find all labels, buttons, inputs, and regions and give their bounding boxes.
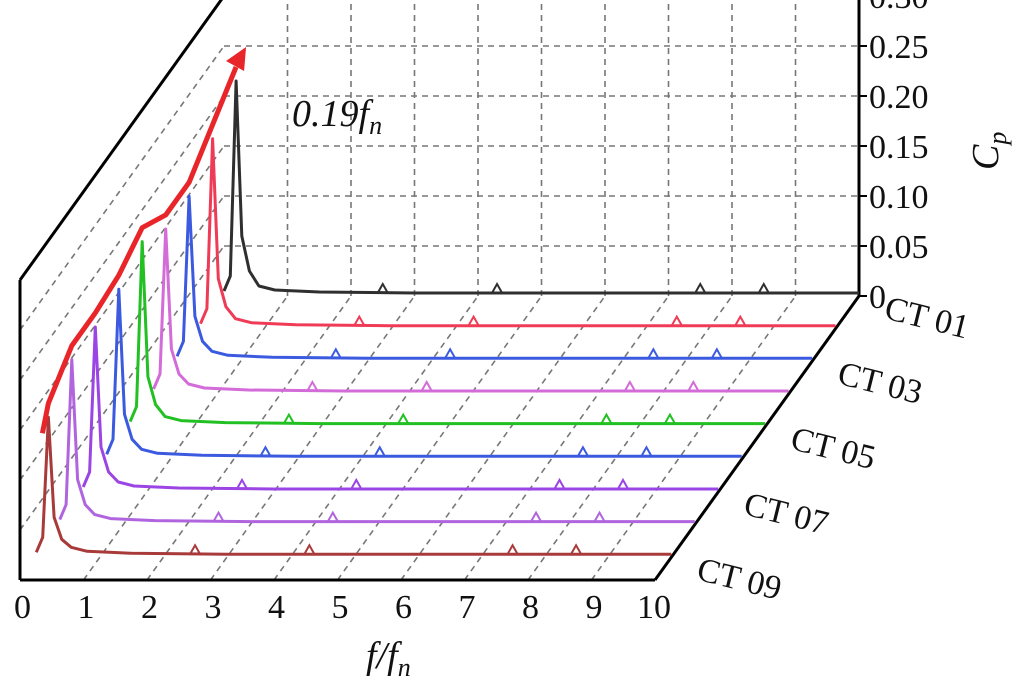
z-tick-label: 0 [869,279,886,316]
grid-layer [19,0,859,581]
z-tick-label: 0.10 [869,179,929,216]
x-axis-label: f/fn [366,635,411,682]
series-layer [34,47,859,556]
series-line [81,325,719,491]
axes-frame [18,0,867,582]
series-noise-bump [570,543,583,555]
z-tick-label: 0.25 [869,29,929,66]
side-wall-grid-line [19,45,225,331]
series-noise-bump [306,379,319,392]
series-label: CT 03 [834,355,926,412]
series-noise-bump [506,543,519,555]
series-noise-bump [694,281,707,294]
x-tick-label: 4 [268,589,285,626]
floor-grid-line [463,295,670,581]
series-noise-bump [303,543,316,555]
z-tick-label: 0.15 [869,129,929,166]
floor-grid-line [527,295,733,581]
side-wall-grid-line [19,145,225,431]
series-noise-bump [553,477,566,490]
floor-grid-line [273,295,479,581]
series-line [222,79,859,295]
x-tick-label: 3 [205,589,222,626]
depth-axis-line [653,295,861,581]
series-noise-bump [687,379,700,392]
floor-grid-line [146,295,352,581]
series-noise-bump [576,445,589,457]
x-tick-label: 0 [14,589,31,626]
series-noise-bump [530,510,542,523]
series-noise-bump [710,347,723,359]
series-noise-bump [663,412,676,425]
x-tick-label: 7 [459,589,476,626]
series-noise-bump [282,412,295,425]
series-line [34,415,672,556]
peak-trend-curve [39,66,239,434]
x-tick-label: 6 [395,589,412,626]
side-wall-grid-line [19,95,225,381]
floor-grid-line [590,295,797,581]
series-line [58,358,695,524]
series-noise-bump [329,347,342,359]
series-label: CT 05 [787,421,879,478]
series-noise-bump [353,314,366,327]
series-line [152,227,789,393]
x-tick-label: 8 [522,589,539,626]
series-noise-bump [617,477,629,490]
top-left-edge [18,0,223,281]
series-noise-bump [670,314,683,327]
series-noise-bump [640,445,653,457]
series-noise-bump [623,379,636,392]
series-noise-bump [491,281,504,294]
peak-trend-arrowhead [226,47,247,71]
series-noise-bump [420,379,433,392]
x-tick-label: 9 [586,589,603,626]
series-noise-bump [326,510,339,523]
series-noise-bump [397,412,410,425]
peak-annotation: 0.19fn [292,93,382,140]
z-tick-label: 0.30 [869,0,929,16]
series-label: CT 07 [740,486,832,543]
side-wall-grid-line [19,245,225,531]
series-noise-bump [593,510,606,523]
series-line [105,287,742,458]
series-noise-bump [189,543,202,555]
series-noise-bump [647,347,660,359]
series-noise-bump [600,412,613,425]
x-tick-label: 2 [141,589,158,626]
z-axis-label: Cp [965,132,1012,170]
series-line [175,194,813,360]
z-tick-label: 0.05 [869,229,929,266]
floor-grid-line [209,295,416,581]
x-tick-label: 10 [637,589,671,626]
x-tick-label: 5 [332,589,349,626]
series-noise-bump [467,314,480,327]
series-noise-bump [757,281,770,294]
x-tick-label: 1 [78,589,95,626]
series-noise-bump [444,347,457,359]
series-noise-bump [734,314,747,327]
series-label: CT 01 [881,290,973,347]
floor-grid-line [336,295,543,581]
series-line [199,137,836,328]
z-tick-label: 0.20 [869,79,929,116]
series-noise-bump [236,477,248,490]
series-noise-bump [373,445,386,457]
floor-grid-line [82,295,289,581]
series-noise-bump [259,445,272,457]
floor-grid-line [400,295,606,581]
series-noise-bump [350,477,363,490]
series-noise-bump [376,281,389,294]
series-label: CT 09 [693,551,785,608]
series-noise-bump [212,510,225,523]
series-line [128,240,766,426]
